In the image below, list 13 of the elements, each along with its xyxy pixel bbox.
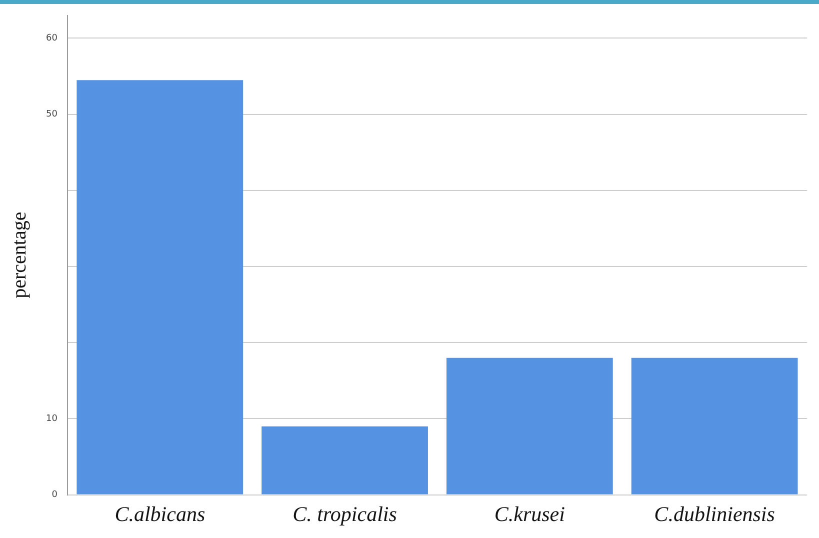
y-axis-title: percentage xyxy=(8,212,30,298)
bar xyxy=(631,358,798,494)
x-tick-label: C.dubliniensis xyxy=(654,502,775,526)
x-tick-label: C. tropicalis xyxy=(292,502,397,526)
bar xyxy=(446,358,613,494)
bar xyxy=(262,426,428,494)
x-tick-label: C.albicans xyxy=(114,502,206,526)
bar xyxy=(76,80,244,494)
x-tick-label: C.krusei xyxy=(494,502,566,526)
y-tick-label: 60 xyxy=(46,34,58,44)
y-tick-label: 50 xyxy=(46,110,58,120)
y-tick-label: 0 xyxy=(52,490,58,500)
y-tick-label: 10 xyxy=(46,414,58,424)
